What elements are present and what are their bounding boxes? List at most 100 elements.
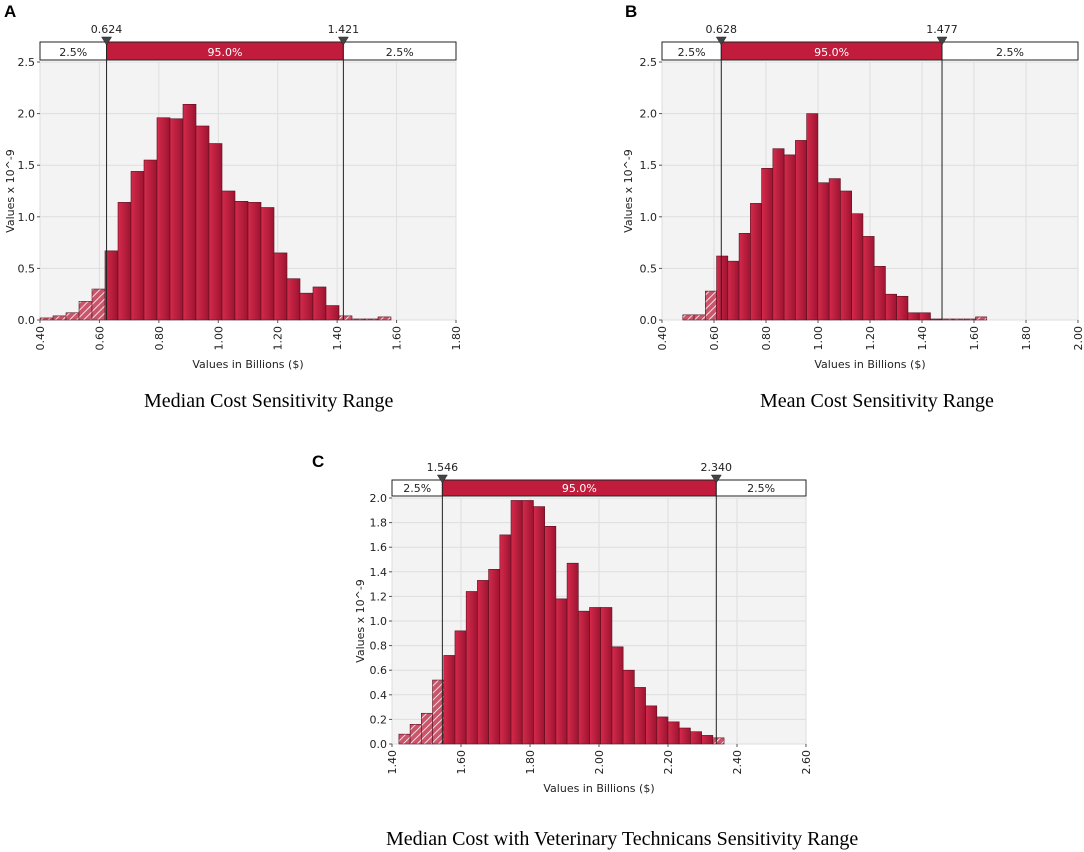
histogram-bar — [208, 143, 223, 321]
x-tick-label: 1.80 — [450, 326, 463, 351]
y-tick-label: 0.4 — [370, 689, 388, 702]
x-tick-label: 2.20 — [662, 750, 675, 775]
y-tick-label: 1.5 — [18, 159, 36, 172]
x-tick-label: 1.40 — [331, 326, 344, 351]
histogram-bar — [377, 316, 392, 321]
x-tick-label: 2.60 — [800, 750, 813, 775]
histogram-bar — [761, 167, 774, 321]
histogram-bar — [544, 525, 557, 745]
band-right-label: 2.5% — [386, 46, 414, 59]
band-middle-label: 95.0% — [814, 46, 849, 59]
lower-cutoff-marker — [436, 474, 448, 484]
caption-b: Mean Cost Sensitivity Range — [760, 390, 994, 412]
x-tick-label: 1.60 — [455, 750, 468, 775]
histogram-bar — [772, 148, 785, 321]
x-tick-label: 1.80 — [1020, 326, 1033, 351]
panel-label-a: A — [4, 2, 17, 21]
x-tick-label: 0.40 — [34, 326, 47, 351]
band-right-label: 2.5% — [996, 46, 1024, 59]
histogram-bar — [195, 125, 210, 321]
panel-label-b: B — [625, 2, 638, 21]
histogram-bar — [477, 580, 489, 745]
lower-cutoff-marker — [101, 36, 113, 46]
histogram-bar — [499, 534, 512, 745]
upper-cutoff-marker — [936, 36, 948, 46]
band-right-segment — [715, 479, 807, 497]
y-tick-label: 1.4 — [370, 566, 388, 579]
band-left-label: 2.5% — [59, 46, 87, 59]
upper-cutoff-label: 2.340 — [701, 461, 733, 474]
x-axis-label: Values in Billions ($) — [814, 358, 925, 371]
histogram-bar — [589, 607, 602, 745]
y-tick-label: 2.5 — [640, 56, 658, 69]
histogram-bar — [896, 295, 909, 321]
x-tick-label: 0.60 — [708, 326, 721, 351]
histogram-bar — [338, 315, 353, 321]
lower-cutoff-label: 0.624 — [91, 23, 123, 36]
x-tick-label: 2.00 — [1072, 326, 1084, 351]
upper-cutoff-marker — [710, 474, 722, 484]
y-axis-label: Values x 10^-9 — [622, 149, 635, 233]
x-tick-label: 2.40 — [731, 750, 744, 775]
y-axis-label: Values x 10^-9 — [354, 579, 367, 663]
y-tick-label: 0.8 — [370, 640, 388, 653]
histogram-bar — [930, 318, 943, 321]
histogram-bar — [645, 705, 658, 745]
histogram-chart-b: 2.5% 95.0% 2.5%0.628 1.4770.00.51.01.52.02.… — [622, 23, 1084, 371]
upper-cutoff-label: 1.421 — [328, 23, 360, 36]
histogram-bar — [91, 288, 106, 321]
x-tick-label: 1.60 — [968, 326, 981, 351]
histogram-bar — [795, 140, 807, 321]
histogram-bar — [182, 104, 197, 321]
x-axis-label: Values in Billions ($) — [543, 782, 654, 795]
y-tick-label: 1.0 — [640, 211, 658, 224]
y-tick-label: 0.5 — [18, 262, 36, 275]
y-tick-label: 0.0 — [370, 738, 388, 751]
x-tick-label: 1.20 — [864, 326, 877, 351]
panel-label-c: C — [312, 452, 325, 471]
y-tick-label: 1.6 — [370, 541, 388, 554]
histogram-bar — [727, 260, 740, 321]
histogram-bar — [273, 252, 288, 321]
y-tick-label: 2.5 — [18, 56, 36, 69]
histogram-bar — [325, 305, 340, 321]
histogram-bar — [65, 312, 80, 321]
histogram-bar — [221, 190, 236, 321]
histogram-bar — [156, 117, 171, 321]
histogram-bar — [169, 118, 184, 321]
histogram-bar — [705, 290, 717, 321]
caption-a: Median Cost Sensitivity Range — [144, 390, 394, 412]
histogram-bar — [678, 727, 691, 745]
histogram-bar — [299, 292, 314, 321]
histogram-bar — [873, 266, 886, 321]
histogram-bar — [963, 318, 976, 321]
histogram-bar — [260, 207, 275, 321]
histogram-bar — [312, 286, 327, 321]
x-tick-label: 0.40 — [656, 326, 669, 351]
histogram-bar — [851, 213, 864, 321]
histogram-bar — [443, 655, 456, 745]
x-tick-label: 0.80 — [153, 326, 166, 351]
histogram-bar — [130, 171, 145, 321]
histogram-bar — [828, 178, 841, 321]
y-axis-label: Values x 10^-9 — [4, 149, 17, 233]
histogram-bar — [286, 278, 301, 321]
x-tick-label: 1.60 — [391, 326, 404, 351]
histogram-bar — [421, 712, 433, 745]
histogram-chart-c: 2.5% 95.0% 2.5% 1.546 2.340 0.0 0.2 0.4 0.6 0.8 1.… — [354, 461, 813, 795]
histogram-bar — [693, 314, 706, 321]
histogram-bar — [806, 113, 819, 321]
y-tick-label: 1.8 — [370, 517, 388, 530]
histogram-bar — [750, 203, 762, 321]
histogram-bar — [78, 301, 93, 321]
histogram-bar — [738, 233, 751, 321]
histogram-bar — [578, 610, 590, 745]
band-left-label: 2.5% — [678, 46, 706, 59]
histogram-bar — [682, 314, 695, 321]
y-tick-label: 2.0 — [640, 108, 658, 121]
histogram-bar — [454, 630, 467, 745]
y-tick-label: 1.0 — [370, 615, 388, 628]
histogram-bar — [783, 154, 796, 321]
histogram-bar — [521, 500, 534, 745]
histogram-bar — [409, 724, 422, 745]
